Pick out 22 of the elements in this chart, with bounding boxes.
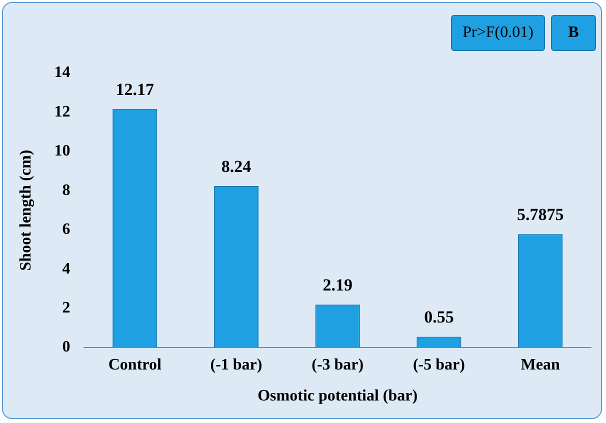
y-tick-label: 14 [54,64,70,82]
text: Pr>F(0.01) [451,15,545,51]
y-tick-label: 4 [62,260,70,278]
x-tick-label: Control [108,356,162,374]
y-tick-label: 12 [54,103,70,120]
y-tick-label: 10 [54,142,70,160]
y-tick-label: 8 [62,182,70,199]
x-tick-label: (-5 bar) [412,356,465,374]
y-tick-label: 2 [62,300,70,317]
x-tick-label: (-1 bar) [210,356,262,374]
data-label: 8.24 [221,156,252,176]
x-tick-label: Mean [520,356,560,374]
text: B [551,15,596,51]
data-label: 0.55 [424,308,454,327]
data-label: 5.7875 [516,204,564,224]
data-label: 2.19 [322,276,352,295]
y-axis-title: Shoot length (cm) [18,150,35,271]
x-tick-label: (-3 bar) [312,356,364,374]
data-label: 12.17 [116,80,155,99]
y-tick-label: 0 [62,338,70,356]
y-tick-label: 6 [62,221,70,238]
x-axis-title: Osmotic potential (bar) [258,388,418,405]
